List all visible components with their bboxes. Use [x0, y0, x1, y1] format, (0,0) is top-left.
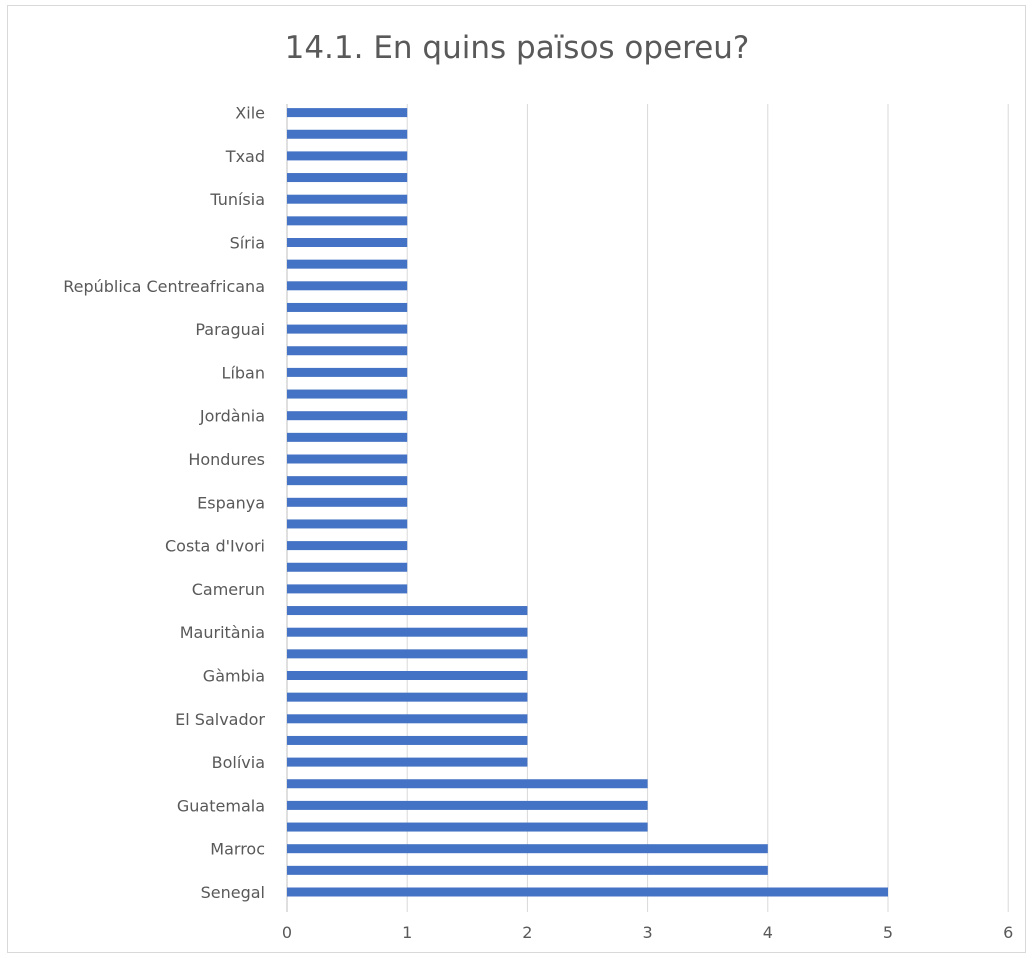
bar	[287, 844, 768, 854]
bar	[287, 367, 408, 377]
x-tick-label: 4	[763, 923, 773, 942]
y-tick-label: Paraguai	[195, 320, 265, 339]
bar	[287, 735, 528, 745]
x-tick-label: 3	[643, 923, 653, 942]
chart-title: 14.1. En quins països opereu?	[284, 30, 750, 66]
bar	[287, 649, 528, 659]
y-tick-label: Espanya	[197, 493, 265, 512]
bar	[287, 822, 648, 832]
bar	[287, 194, 408, 204]
bar	[287, 259, 408, 269]
bar	[287, 497, 408, 507]
bar	[287, 108, 408, 118]
y-tick-label: Jordània	[199, 407, 265, 426]
bar	[287, 324, 408, 334]
bar	[287, 238, 408, 247]
bar	[287, 476, 408, 486]
bar	[287, 541, 408, 551]
bar	[287, 129, 408, 139]
y-tick-label: Senegal	[201, 883, 265, 902]
x-tick-label: 1	[402, 923, 412, 942]
y-tick-label: Camerun	[192, 580, 265, 599]
y-tick-label: Mauritània	[180, 623, 265, 642]
y-tick-label: República Centreafricana	[63, 277, 265, 296]
y-tick-label: Gàmbia	[203, 667, 265, 686]
y-tick-label: Bolívia	[212, 753, 265, 772]
bar	[287, 454, 408, 464]
bar	[287, 865, 768, 875]
x-tick-label: 2	[522, 923, 532, 942]
bar	[287, 800, 648, 810]
x-tick-label: 0	[282, 923, 292, 942]
bar	[287, 779, 648, 789]
bar	[287, 281, 408, 291]
y-tick-label: Tunísia	[209, 190, 265, 209]
bar	[287, 432, 408, 442]
bar	[287, 671, 528, 680]
bar	[287, 627, 528, 637]
chart-area	[7, 5, 1026, 953]
y-tick-label: Hondures	[188, 450, 265, 469]
bar	[287, 411, 408, 421]
y-tick-label: Líban	[222, 363, 265, 382]
x-tick-label: 6	[1003, 923, 1013, 942]
y-tick-label: El Salvador	[175, 710, 265, 729]
bar	[287, 389, 408, 399]
y-tick-label: Xile	[235, 104, 265, 123]
bar	[287, 346, 408, 356]
bar	[287, 562, 408, 572]
bar	[287, 151, 408, 161]
y-tick-label: Marroc	[210, 840, 265, 859]
bar	[287, 584, 408, 594]
y-tick-label: Síria	[230, 234, 265, 253]
bar	[287, 519, 408, 529]
y-tick-label: Txad	[225, 147, 265, 166]
bar	[287, 606, 528, 616]
y-tick-label: Guatemala	[177, 796, 265, 815]
y-tick-label: Costa d'Ivori	[165, 537, 265, 556]
bar	[287, 216, 408, 226]
bar	[287, 887, 888, 897]
bar	[287, 692, 528, 702]
bar	[287, 714, 528, 724]
bar	[287, 173, 408, 183]
bar	[287, 302, 408, 312]
x-tick-label: 5	[883, 923, 893, 942]
bar	[287, 757, 528, 767]
